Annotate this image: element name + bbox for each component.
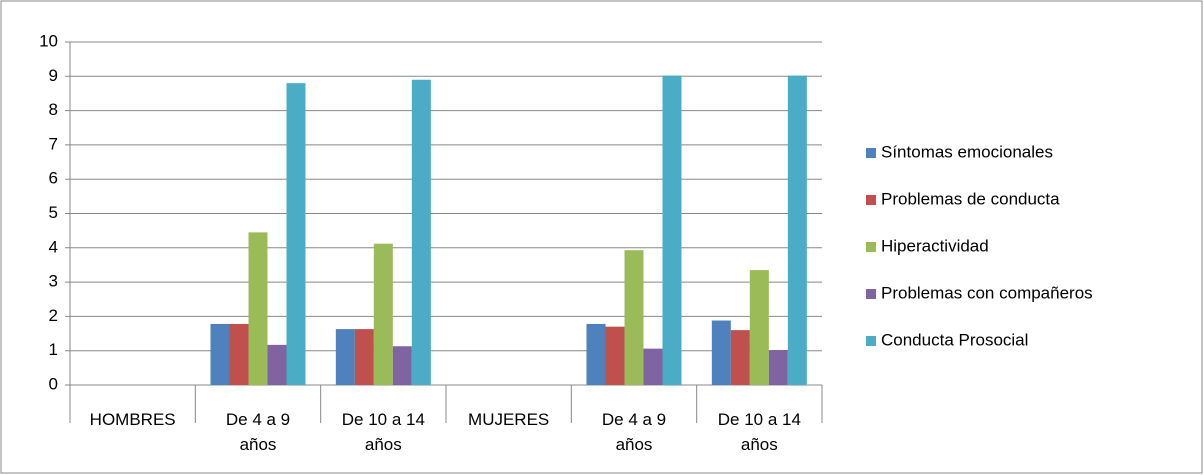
legend-swatch [866,336,876,346]
y-tick-label: 8 [49,100,58,119]
legend-label: Conducta Prosocial [881,330,1028,349]
bar [210,323,230,385]
y-tick-label: 10 [39,31,58,50]
bar [787,75,807,385]
legend-swatch [866,195,876,205]
x-tick-label: MUJERES [468,410,550,429]
legend-label: Problemas con compañeros [881,283,1093,302]
x-tick-label: HOMBRES [89,410,176,429]
y-tick-label: 9 [49,66,58,85]
bar [286,83,306,385]
bar [392,346,412,385]
bar [662,75,682,385]
bar [373,243,393,385]
y-tick-label: 3 [49,272,58,291]
bar [335,329,355,385]
legend-swatch [866,289,876,299]
bar [354,329,374,385]
y-tick-label: 1 [49,340,58,359]
bar [711,320,731,385]
bar [229,323,249,385]
x-tick-label: De 10 a 14 años [341,410,425,454]
bar [624,250,644,385]
bar [749,270,769,385]
x-tick-label: De 10 a 14 años [717,410,801,454]
y-tick-label: 4 [49,237,58,256]
legend-swatch [866,148,876,158]
legend-label: Síntomas emocionales [881,142,1053,161]
y-tick-label: 7 [49,134,58,153]
bar [248,232,268,385]
bar [768,350,788,385]
y-tick-label: 6 [49,169,58,188]
y-tick-label: 5 [49,203,58,222]
bar [267,344,287,385]
y-tick-label: 2 [49,306,58,325]
bar [605,326,625,385]
y-tick-label: 0 [49,374,58,393]
legend-swatch [866,242,876,252]
legend-label: Problemas de conducta [881,189,1060,208]
legend-label: Hiperactividad [881,236,989,255]
x-tick-label: De 4 a 9 años [225,410,291,454]
bar [730,330,750,385]
bar [586,323,606,385]
bar [411,79,431,385]
bar [643,348,663,385]
x-tick-label: De 4 a 9 años [601,410,667,454]
